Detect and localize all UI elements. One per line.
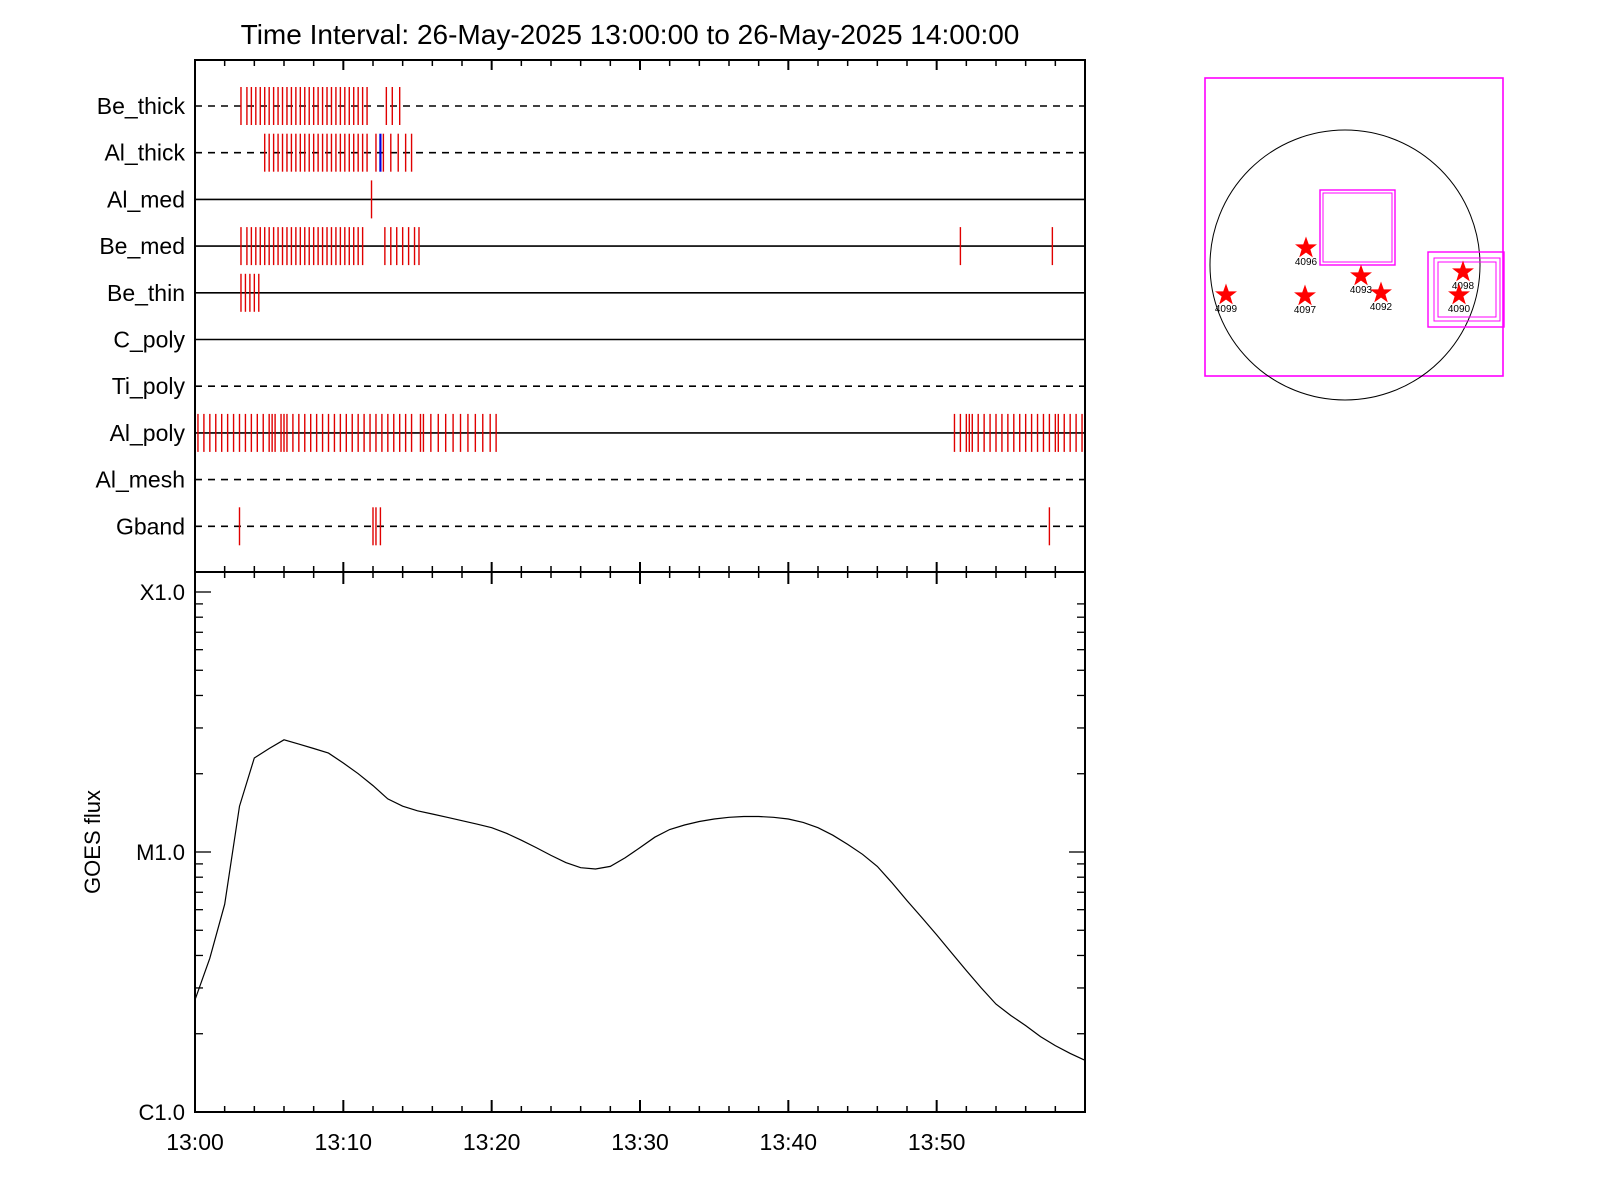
y-tick-label: X1.0 [140,580,185,605]
active-region-star [1452,260,1474,282]
active-region-label: 4090 [1448,304,1471,315]
y-tick-label: M1.0 [136,840,185,865]
solar-disk-map: 4099 4096 4097 4093 4092 4098 4090 [1204,77,1505,401]
row-label: Be_med [99,233,185,259]
fov-box-limb [1427,251,1505,328]
goes-flux-panel: 13:00 13:10 13:20 13:30 13:40 13:50 C1.0 M1.0 X1… [80,571,1086,1155]
active-region-star [1294,284,1316,306]
timeline-frame [194,59,1086,573]
x-tick-label: 13:50 [908,1129,966,1155]
active-region-star [1295,236,1317,258]
chart-title: Time Interval: 26-May-2025 13:00:00 to 2… [241,19,1020,50]
active-region-star [1370,281,1392,303]
row-label: Be_thick [97,93,186,119]
x-tick-label: 13:30 [611,1129,669,1155]
active-region-star [1448,283,1470,305]
x-tick-label: 13:00 [166,1129,224,1155]
goes-frame [194,571,1086,1113]
filter-timeline-panel: Be_thick Al_thick Al_med Be_med Be_thin C_pol… [96,59,1086,573]
active-region-label: 4096 [1295,257,1318,268]
fov-box-limb-inner [1433,257,1501,322]
row-label: Al_thick [104,140,185,166]
active-region-star [1350,264,1372,286]
row-label: Al_mesh [96,467,185,493]
active-region-label: 4099 [1215,304,1238,315]
x-tick-label: 13:20 [463,1129,521,1155]
row-label: Gband [116,513,185,539]
fov-box-center-inner [1322,192,1393,263]
active-region-label: 4092 [1370,302,1393,313]
row-label: Ti_poly [112,373,186,399]
x-tick-label: 13:10 [315,1129,373,1155]
fov-box-limb-inner2 [1437,261,1497,318]
row-label: Al_med [107,186,185,212]
x-tick-label: 13:40 [760,1129,818,1155]
y-tick-label: C1.0 [139,1100,185,1125]
active-region-label: 4097 [1294,305,1317,316]
goes-flux-line [194,739,1086,1061]
y-axis-label: GOES flux [80,790,105,894]
row-label: Be_thin [107,280,185,306]
active-region-label: 4098 [1452,281,1475,292]
row-label: C_poly [113,327,185,353]
active-region-label: 4093 [1350,285,1373,296]
fov-box-center [1319,189,1396,266]
row-label: Al_poly [110,420,186,446]
solar-disk [1209,129,1481,401]
fov-box-outer [1204,77,1504,377]
active-region-star [1215,283,1237,305]
